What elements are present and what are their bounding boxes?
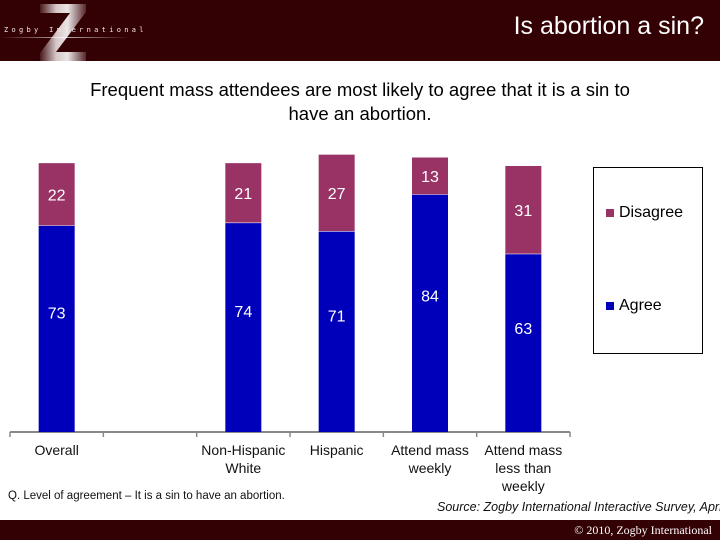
category-label-line: weekly [408, 460, 452, 476]
category-label: Hispanic [282, 441, 392, 459]
category-label: Attend mass less than weekly [468, 441, 578, 495]
category-label-line: Overall [34, 442, 79, 458]
legend: Disagree Agree [593, 167, 703, 354]
bar-disagree [505, 165, 542, 254]
subtitle-line-2: have an abortion. [288, 103, 432, 124]
category-label: Attend mass weekly [375, 441, 485, 477]
bar-agree [38, 225, 75, 432]
data-label-disagree: 22 [48, 187, 66, 204]
data-label-agree: 74 [234, 304, 252, 321]
subtitle-line-1: Frequent mass attendees are most likely … [90, 79, 630, 100]
chart-subtitle: Frequent mass attendees are most likely … [0, 78, 720, 126]
footer-bar [0, 520, 720, 540]
bar-disagree [225, 163, 262, 223]
legend-label-disagree: Disagree [619, 204, 684, 221]
bar-disagree [412, 157, 448, 195]
question-note: Q. Level of agreement – It is a sin to h… [8, 490, 285, 502]
data-label-agree: 73 [48, 305, 66, 322]
bar-agree [505, 253, 542, 432]
legend-item-disagree: Disagree [606, 204, 683, 222]
legend-swatch-agree [606, 302, 614, 310]
data-label-agree: 63 [514, 321, 532, 338]
legend-label-agree: Agree [619, 297, 662, 314]
data-label-disagree: 21 [234, 186, 252, 203]
category-label-line: Attend mass [484, 442, 563, 458]
logo-line [0, 37, 130, 38]
category-label-line: weekly [501, 478, 545, 494]
category-label-line: Hispanic [309, 442, 364, 458]
page-title: Is abortion a sin? [513, 12, 704, 40]
legend-swatch-disagree [606, 209, 614, 217]
data-label-agree: 71 [328, 308, 346, 325]
category-label-line: Non-Hispanic [201, 442, 286, 458]
logo-text: Zogby International [4, 26, 147, 34]
data-label-disagree: 31 [514, 203, 532, 220]
bar-agree [412, 194, 448, 432]
bar-agree [225, 222, 262, 432]
logo-z-icon [40, 4, 86, 61]
copyright: © 2010, Zogby International [574, 523, 712, 537]
data-label-disagree: 27 [328, 186, 346, 203]
category-label-line: Attend mass [391, 442, 469, 458]
zogby-logo: Zogby International [0, 0, 200, 61]
category-label-line: White [225, 460, 262, 476]
data-label-agree: 84 [421, 288, 439, 305]
legend-item-agree: Agree [606, 297, 662, 315]
category-label-line: less than [495, 460, 552, 476]
bar-disagree [38, 163, 75, 226]
bar-disagree [318, 154, 355, 232]
source-note: Source: Zogby International Interactive … [437, 500, 720, 514]
header-bar: Zogby International Is abortion a sin? [0, 0, 720, 61]
bar-agree [318, 231, 355, 432]
category-label: Non-Hispanic White [188, 441, 298, 477]
data-label-disagree: 13 [421, 169, 439, 186]
category-label: Overall [2, 441, 112, 459]
